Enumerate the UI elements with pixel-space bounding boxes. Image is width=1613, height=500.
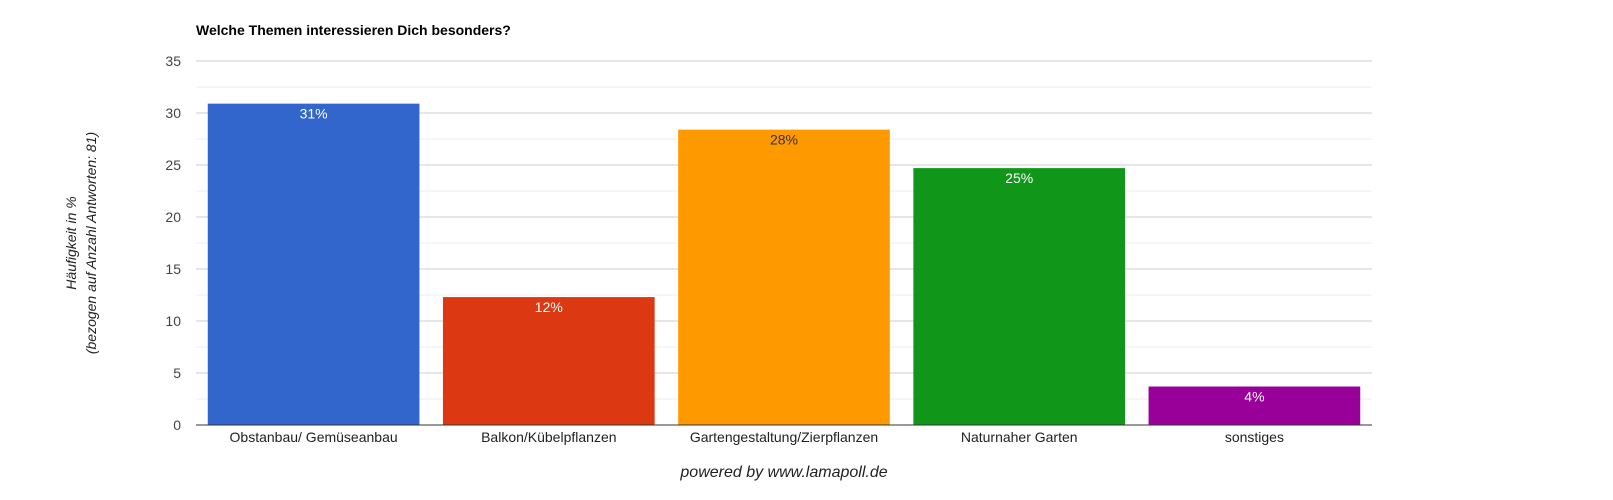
y-tick-label: 15 xyxy=(165,261,181,277)
bar-1 xyxy=(207,103,420,425)
y-tick-label: 20 xyxy=(165,209,181,225)
x-tick-label: Obstanbau/ Gemüseanbau xyxy=(230,429,398,445)
x-tick-label: sonstiges xyxy=(1225,429,1284,445)
powered-by-footer: powered by www.lamapoll.de xyxy=(680,464,888,481)
bar-2 xyxy=(442,297,655,425)
y-tick-label: 30 xyxy=(165,105,181,121)
bar-value-label: 25% xyxy=(1005,170,1033,186)
x-tick-label: Balkon/Kübelpflanzen xyxy=(481,429,616,445)
y-tick-label: 0 xyxy=(173,417,181,433)
x-tick-label: Naturnaher Garten xyxy=(961,429,1078,445)
bar-value-label: 31% xyxy=(300,106,328,122)
y-axis-ticks: 0 5 10 15 20 25 30 35 xyxy=(165,53,181,433)
y-axis-sublabel: (bezogen auf Anzahl Antworten: 81) xyxy=(83,132,99,354)
bar-4 xyxy=(913,168,1126,425)
bar-value-labels: 31% 12% 28% 25% 4% xyxy=(300,106,1265,405)
bar-value-label: 12% xyxy=(535,299,563,315)
y-tick-label: 35 xyxy=(165,53,181,69)
y-tick-label: 5 xyxy=(173,365,181,381)
x-tick-label: Gartengestaltung/Zierpflanzen xyxy=(690,429,878,445)
y-tick-label: 10 xyxy=(165,313,181,329)
bar-value-label: 28% xyxy=(770,132,798,148)
bar-3 xyxy=(678,129,890,425)
bars xyxy=(207,103,1361,425)
bar-5 xyxy=(1148,386,1361,425)
x-axis-labels: Obstanbau/ Gemüseanbau Balkon/Kübelpflanz… xyxy=(230,429,1284,445)
bar-value-label: 4% xyxy=(1244,389,1264,405)
y-axis-title: Häufigkeit in % (bezogen auf Anzahl Antw… xyxy=(63,132,99,354)
chart-title: Welche Themen interessieren Dich besonde… xyxy=(196,22,511,38)
y-tick-label: 25 xyxy=(165,157,181,173)
y-axis-label: Häufigkeit in % xyxy=(63,196,79,289)
